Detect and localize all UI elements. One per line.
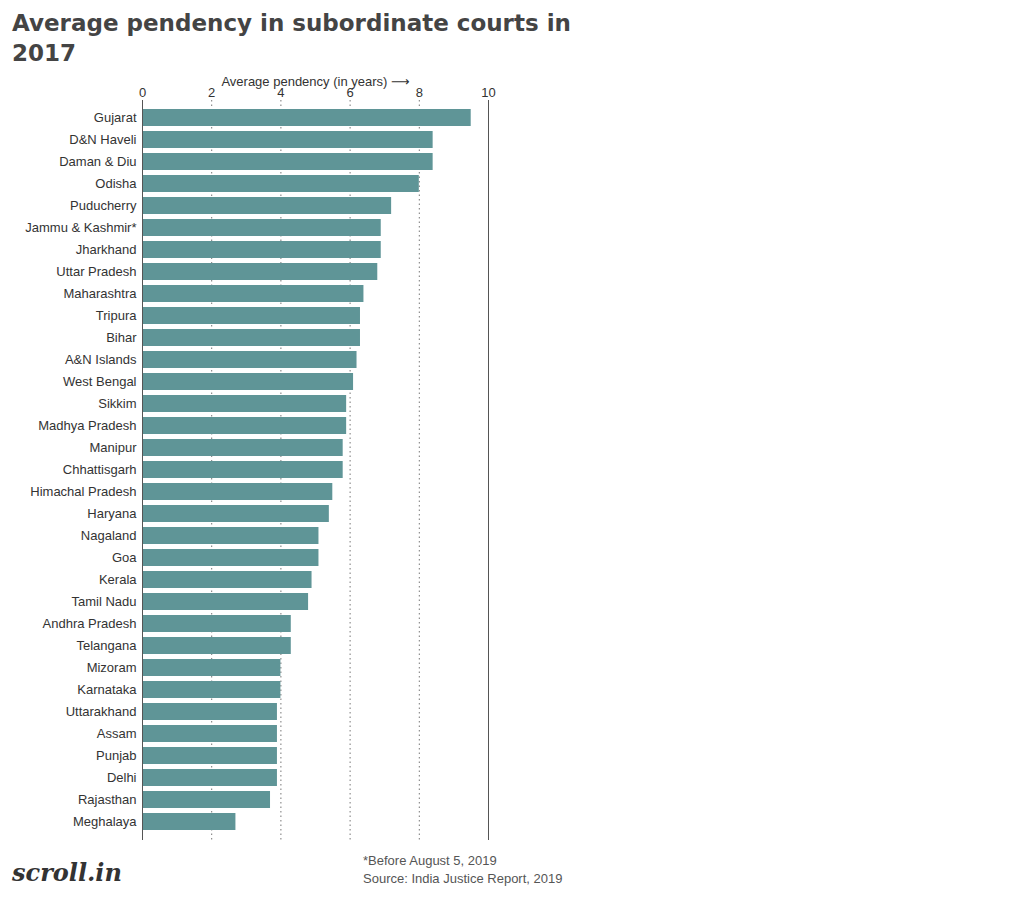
svg-text:Tripura: Tripura [96, 308, 137, 323]
svg-text:Jammu & Kashmir*: Jammu & Kashmir* [25, 220, 136, 235]
svg-text:10: 10 [481, 85, 495, 100]
svg-text:Tamil Nadu: Tamil Nadu [71, 594, 136, 609]
html-text:*Before August 5, 2019: *Before August 5, 2019 [363, 853, 497, 868]
svg-text:Delhi: Delhi [107, 770, 137, 785]
svg-text:Chhattisgarh: Chhattisgarh [63, 462, 137, 477]
html-text:Average pendency in subordinat: Average pendency in subordinate courts i… [12, 10, 571, 66]
svg-text:Punjab: Punjab [96, 748, 136, 763]
svg-text:Odisha: Odisha [95, 176, 137, 191]
html-text:scroll.in: scroll.in [12, 858, 122, 887]
svg-text:Daman & Diu: Daman & Diu [59, 154, 136, 169]
svg-text:Gujarat: Gujarat [94, 110, 137, 125]
svg-text:Maharashtra: Maharashtra [64, 286, 138, 301]
svg-text:Rajasthan: Rajasthan [78, 792, 137, 807]
svg-text:Himachal Pradesh: Himachal Pradesh [30, 484, 136, 499]
svg-text:6: 6 [346, 84, 354, 100]
svg-text:Mizoram: Mizoram [87, 660, 137, 675]
svg-text:Goa: Goa [112, 550, 137, 565]
svg-text:Uttarakhand: Uttarakhand [66, 704, 137, 719]
svg-text:2: 2 [208, 85, 215, 100]
svg-text:Meghalaya: Meghalaya [73, 814, 137, 829]
svg-text:Telangana: Telangana [77, 638, 138, 653]
svg-text:West Bengal: West Bengal [63, 374, 137, 389]
svg-text:Andhra Pradesh: Andhra Pradesh [43, 616, 137, 631]
svg-text:Manipur: Manipur [90, 440, 138, 455]
svg-text:Uttar Pradesh: Uttar Pradesh [56, 264, 136, 279]
svg-text:Haryana: Haryana [87, 506, 137, 521]
svg-text:Madhya Pradesh: Madhya Pradesh [38, 418, 136, 433]
svg-text:Assam: Assam [97, 726, 137, 741]
html-text:Source: India Justice Report,: Source: India Justice Report, 2019 [363, 871, 563, 886]
svg-text:D&N Haveli: D&N Haveli [69, 132, 136, 147]
svg-text:Kerala: Kerala [99, 572, 137, 587]
svg-text:0: 0 [139, 85, 146, 100]
svg-text:Jharkhand: Jharkhand [76, 242, 137, 257]
svg-text:Karnataka: Karnataka [77, 682, 137, 697]
svg-text:A&N Islands: A&N Islands [65, 352, 137, 367]
svg-text:Nagaland: Nagaland [81, 528, 137, 543]
svg-text:Average pendency (in years) ⟶: Average pendency (in years) ⟶ [221, 74, 409, 89]
svg-text:Bihar: Bihar [106, 330, 137, 345]
svg-text:8: 8 [416, 85, 423, 100]
svg-text:Puducherry: Puducherry [70, 198, 137, 213]
svg-text:Sikkim: Sikkim [98, 396, 136, 411]
svg-text:4: 4 [277, 84, 285, 100]
